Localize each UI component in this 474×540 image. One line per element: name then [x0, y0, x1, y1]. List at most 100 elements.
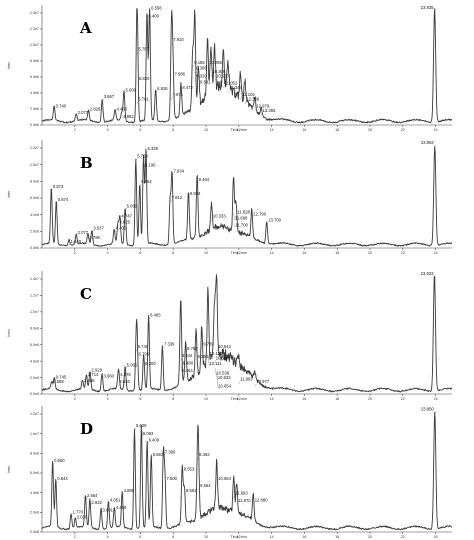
- peak-label: 4.409: [116, 505, 127, 510]
- peak-leader: [216, 375, 219, 389]
- peak-label: 6.190: [145, 162, 156, 167]
- peak-leader: [108, 502, 111, 506]
- y-tick-label: 1.2e7: [30, 146, 39, 150]
- peak-label: 8.472: [182, 85, 193, 90]
- peak-label: 2.796: [89, 235, 100, 240]
- peak-label: 12.979: [256, 103, 269, 108]
- peak-label: 10.111: [209, 361, 222, 366]
- x-tick-label: 14: [270, 251, 274, 255]
- peak-leader: [180, 89, 183, 93]
- y-tick-label: 8.0e6: [30, 180, 39, 184]
- x-tick-label: 18: [335, 251, 339, 255]
- y-tick-label: 8.0e6: [30, 452, 39, 456]
- peak-leader: [75, 519, 77, 522]
- y-tick-label: 2.0e6: [30, 376, 39, 380]
- peak-leader: [75, 234, 78, 238]
- peak-label: 23.933: [421, 271, 434, 276]
- peak-leader: [254, 108, 257, 111]
- y-tick-label: 0.0e6: [30, 392, 39, 396]
- peak-label: 5.740: [138, 344, 149, 349]
- peak-leader: [194, 70, 197, 74]
- x-tick-label: 20: [368, 535, 372, 539]
- y-tick-label: 1.4e7: [30, 11, 39, 15]
- peak-leader: [68, 241, 71, 244]
- peak-label: 6.339: [147, 146, 158, 151]
- peak-label: 8.762: [187, 346, 198, 351]
- x-tick-label: 24: [434, 397, 438, 401]
- panel-letter: C: [80, 285, 92, 303]
- x-tick-label: 22: [401, 535, 405, 539]
- peak-leader: [121, 116, 124, 119]
- peak-leader: [260, 112, 263, 116]
- x-tick-label: 2: [74, 397, 76, 401]
- peak-leader: [148, 317, 151, 320]
- x-tick-label: 22: [401, 251, 405, 255]
- peak-label: 1.770: [73, 510, 84, 515]
- peak-leader: [101, 375, 104, 379]
- y-tick-label: 1.0e7: [30, 432, 39, 436]
- peak-label: 8.553: [184, 466, 195, 471]
- peak-label: 12.366: [246, 96, 259, 101]
- chromatogram-trace: [41, 146, 453, 247]
- peak-label: 11.344: [229, 85, 242, 90]
- x-tick-label: 2: [74, 535, 76, 539]
- peak-label: 5.787: [138, 46, 149, 51]
- peak-label: 9.493: [199, 452, 210, 457]
- peak-leader: [136, 51, 139, 54]
- peak-leader: [86, 376, 89, 380]
- peak-label: 7.399: [165, 450, 176, 455]
- y-axis-title: Inten.: [7, 328, 11, 337]
- peak-label: 1.649: [71, 239, 82, 244]
- peak-leader: [146, 16, 149, 19]
- peak-label: 12.977: [256, 379, 269, 384]
- y-tick-label: 1.0e7: [30, 310, 39, 314]
- peak-leader: [240, 96, 243, 100]
- x-tick-label: 8: [172, 535, 174, 539]
- peak-label: 4.405: [116, 226, 127, 231]
- x-tick-label: 18: [335, 535, 339, 539]
- peak-leader: [197, 181, 199, 185]
- x-tick-label: 4: [107, 251, 109, 255]
- peak-label: 10.500: [216, 356, 229, 361]
- peak-label: 0.844: [57, 476, 68, 481]
- chromatogram-panel-d: 0.0e6 2.0e6 4.0e6 6.0e6 8.0e6 1.0e7 1.2e7 Inten…: [7, 406, 453, 539]
- peak-leader: [70, 514, 73, 518]
- peak-label: 2.826: [90, 107, 101, 112]
- peak-leader: [233, 224, 236, 228]
- peak-leader: [236, 500, 239, 503]
- peak-leader: [185, 350, 188, 354]
- y-tick-label: 2.0e6: [30, 107, 39, 111]
- peak-leader: [434, 9, 437, 11]
- peak-leader: [149, 10, 152, 13]
- peak-leader: [155, 90, 158, 94]
- y-tick-label: 4.0e6: [30, 91, 39, 95]
- peak-label: 11.052: [225, 81, 238, 86]
- peak-label: 9.464: [199, 177, 210, 182]
- peak-leader: [52, 462, 55, 466]
- peak-leader: [214, 360, 216, 364]
- peak-label: 10.300: [212, 69, 225, 74]
- peak-leader: [89, 502, 92, 506]
- peak-leader: [201, 346, 204, 350]
- y-tick-label: 1.2e7: [30, 412, 39, 416]
- peak-label: 0.874: [58, 197, 69, 202]
- peak-leader: [54, 379, 56, 382]
- chromatogram-panel-b: 0.0e6 2.0e6 4.0e6 6.0e6 8.0e6 1.0e7 1.2e7 Inten…: [7, 140, 453, 255]
- peak-leader: [251, 216, 254, 220]
- y-tick-label: 0.0e6: [30, 246, 39, 250]
- peak-leader: [184, 492, 186, 496]
- peak-leader: [434, 411, 437, 414]
- x-axis-title: Time, min: [231, 251, 248, 255]
- peak-leader: [171, 173, 174, 177]
- y-tick-label: 1.4e7: [30, 277, 39, 281]
- peak-label: 4.460: [117, 107, 128, 112]
- peak-label: 10.643: [218, 344, 231, 349]
- chromatogram-panels: 0.0e6 2.0e6 4.0e6 6.0e6 8.0e6 1.0e7 1.2e7 1.4e7…: [7, 5, 453, 539]
- peak-leader: [137, 80, 140, 84]
- peak-leader: [151, 456, 153, 460]
- peak-leader: [434, 275, 437, 277]
- x-tick-label: 14: [270, 535, 274, 539]
- peak-leader: [114, 509, 116, 513]
- peak-label: 0.588: [53, 379, 64, 384]
